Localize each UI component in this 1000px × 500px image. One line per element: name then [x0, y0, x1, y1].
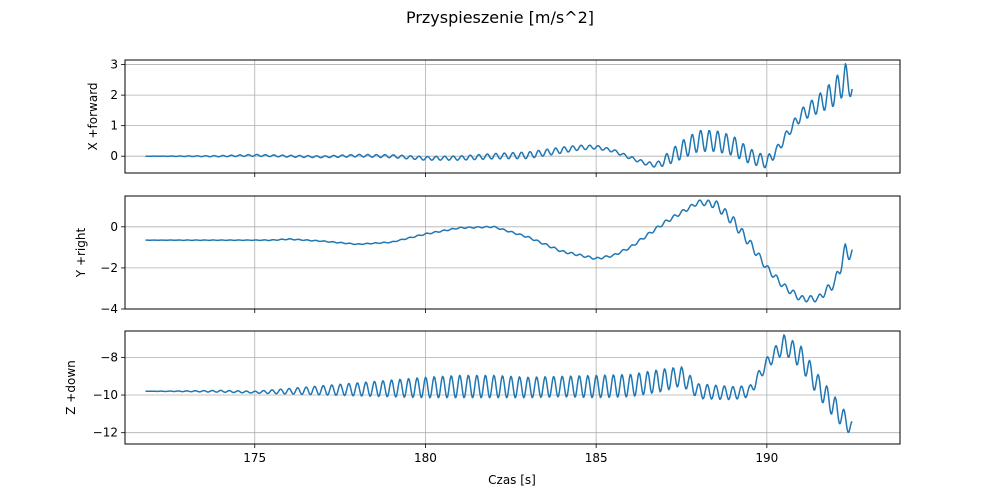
subplot-2: −4 −2 0 Y +right	[74, 195, 901, 316]
y-tick-label: −4	[100, 302, 118, 316]
subplot-1: 0 1 2 3 X +forward	[86, 58, 901, 177]
y-tick-label: −12	[93, 426, 118, 440]
axes-frame	[124, 59, 901, 174]
x-tick-label: 190	[755, 451, 778, 465]
y-tick-label: 0	[110, 149, 118, 163]
y-tick-label: 3	[110, 58, 118, 72]
y-tick-label: 1	[110, 119, 118, 133]
series-line-1	[145, 334, 853, 433]
y-tick-label: −2	[100, 261, 118, 275]
y-axis-label: Z +down	[64, 360, 78, 414]
y-tick-label: −8	[100, 350, 118, 364]
y-axis-label: Y +right	[74, 228, 88, 279]
y-tick-label: 2	[110, 88, 118, 102]
x-tick-label: 185	[585, 451, 608, 465]
subplot-3: 175 180 185 190 −12 −10 −8 Z +down	[64, 330, 901, 465]
axes-frame	[124, 330, 901, 445]
series-line-1	[145, 199, 853, 303]
x-tick-label: 180	[414, 451, 437, 465]
figure-title: Przyspieszenie [m/s^2]	[406, 8, 594, 27]
axes-frame	[124, 195, 901, 310]
series-line-1	[145, 63, 853, 169]
x-axis-label: Czas [s]	[488, 473, 536, 487]
y-tick-label: −10	[93, 388, 118, 402]
x-tick-label: 175	[243, 451, 266, 465]
subplots: 0 1 2 3 X +forward −4 −2 0 Y +right 175 180 185 190 −…	[64, 58, 901, 465]
y-axis-label: X +forward	[86, 82, 100, 150]
y-tick-label: 0	[110, 220, 118, 234]
